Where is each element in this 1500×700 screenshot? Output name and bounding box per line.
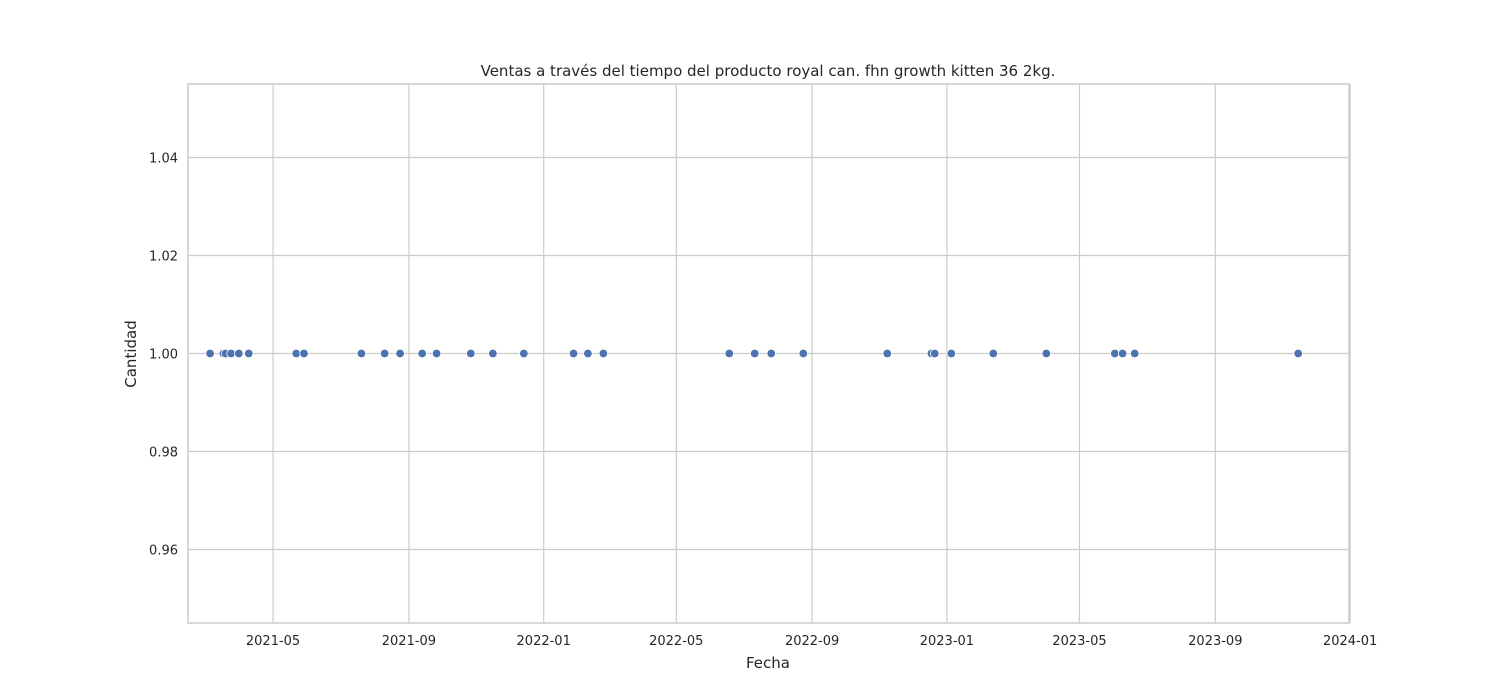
tick-labels: 2021-05 2021-09 2022-01 2022-05 2022-09 2023-… xyxy=(149,152,1377,650)
y-axis-label: Cantidad xyxy=(122,320,140,387)
data-point xyxy=(466,348,476,359)
x-tick-label: 2022-09 xyxy=(785,634,839,649)
y-tick-label: 0.98 xyxy=(149,446,178,461)
data-point xyxy=(356,348,367,359)
x-axis-label: Fecha xyxy=(746,654,790,672)
data-point xyxy=(1110,348,1120,359)
data-point xyxy=(379,348,390,359)
y-tick-label: 1.00 xyxy=(149,348,178,363)
data-point xyxy=(568,348,579,359)
data-point xyxy=(431,348,442,359)
y-tick-label: 1.02 xyxy=(149,250,178,265)
data-point xyxy=(749,348,760,359)
data-point xyxy=(724,348,734,359)
plot-frame xyxy=(187,83,1350,624)
data-point xyxy=(205,348,215,359)
x-tick-label: 2023-05 xyxy=(1052,634,1106,649)
x-tick-label: 2022-01 xyxy=(517,634,571,649)
data-point xyxy=(988,348,998,359)
data-point xyxy=(226,348,236,359)
data-point xyxy=(766,348,776,359)
x-tick-label: 2024-01 xyxy=(1323,634,1377,649)
data-point xyxy=(395,348,405,359)
data-points xyxy=(205,348,1303,359)
y-tick-label: 1.04 xyxy=(149,152,178,167)
data-point xyxy=(930,348,940,359)
data-point xyxy=(1117,348,1128,359)
data-point xyxy=(598,348,609,359)
x-tick-label: 2021-05 xyxy=(246,634,300,649)
data-point xyxy=(1041,348,1052,359)
data-point xyxy=(798,348,808,359)
data-point xyxy=(299,348,309,359)
x-tick-label: 2021-09 xyxy=(382,634,436,649)
x-tick-label: 2022-05 xyxy=(649,634,703,649)
data-point xyxy=(1129,348,1140,359)
data-point xyxy=(234,348,244,359)
data-point xyxy=(244,348,254,359)
data-point xyxy=(1293,348,1303,359)
data-point xyxy=(946,348,957,359)
data-point xyxy=(519,348,529,359)
data-point xyxy=(882,348,892,359)
x-tick-label: 2023-01 xyxy=(920,634,974,649)
data-point xyxy=(417,348,427,359)
y-tick-label: 0.96 xyxy=(149,544,178,559)
x-tick-label: 2023-09 xyxy=(1188,634,1242,649)
data-point xyxy=(291,348,301,359)
chart-title: Ventas a través del tiempo del producto … xyxy=(481,62,1056,80)
data-point xyxy=(488,348,498,359)
data-point xyxy=(583,348,593,359)
